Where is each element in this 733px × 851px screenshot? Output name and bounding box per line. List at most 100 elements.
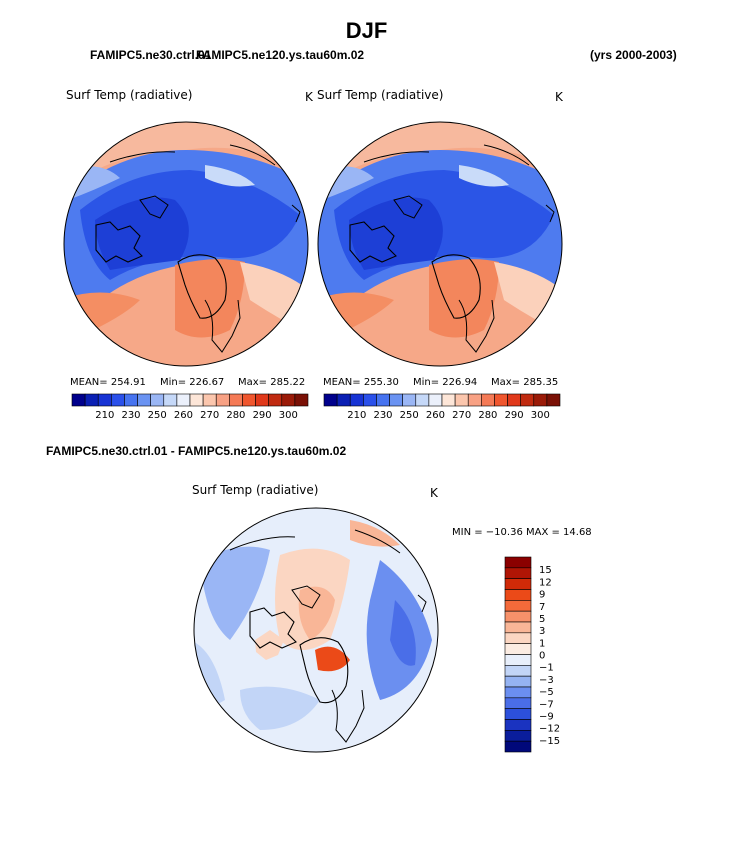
panel2-colorbar-swatch xyxy=(349,393,364,407)
panel1-colorbar-tick-label: 210 xyxy=(95,410,114,421)
panel2-colorbar-tick-label: 250 xyxy=(400,410,419,421)
difference-colorbar-tick-label: 9 xyxy=(539,590,545,601)
panel2-colorbar-swatch xyxy=(336,393,351,407)
panel1-colorbar-swatch xyxy=(71,393,86,407)
difference-polar-map xyxy=(194,508,438,752)
panel1-colorbar-swatch xyxy=(215,393,230,407)
difference-colorbar-tick-label: −3 xyxy=(539,675,554,686)
years-label: (yrs 2000-2003) xyxy=(590,48,677,62)
panel2-colorbar-tick-label: 280 xyxy=(478,410,497,421)
panel2-min: Min= 226.94 xyxy=(413,377,478,388)
panel2-colorbar-tick-label: 210 xyxy=(347,410,366,421)
difference-colorbar-tick-label: −7 xyxy=(539,699,554,710)
panel2-colorbar-swatch xyxy=(428,393,443,407)
difference-colorbar-tick-label: 1 xyxy=(539,638,545,649)
difference-colorbar-swatch xyxy=(504,686,532,699)
panel2-colorbar-swatch xyxy=(415,393,430,407)
difference-colorbar-swatch xyxy=(504,730,532,742)
panel1-colorbar-swatch xyxy=(124,393,138,407)
panel1-colorbar-tick-label: 290 xyxy=(253,410,272,421)
panel1-colorbar-swatch xyxy=(268,393,283,407)
difference-colorbar-tick-label: 15 xyxy=(539,565,552,576)
panel1-colorbar-swatch xyxy=(150,393,165,407)
panel1-colorbar-swatch xyxy=(229,393,243,407)
panel1-colorbar-tick-label: 270 xyxy=(200,410,219,421)
difference-colorbar-swatch xyxy=(504,675,532,688)
difference-colorbar-tick-label: 3 xyxy=(539,626,545,637)
panel2-colorbar-swatch xyxy=(546,393,561,407)
difference-colorbar-swatch xyxy=(504,578,532,590)
panel2-colorbar-tick-label: 230 xyxy=(373,410,392,421)
difference-colorbar-swatch xyxy=(504,643,532,655)
difference-colorbar-swatch xyxy=(504,654,532,666)
panel2-colorbar-swatch xyxy=(454,393,469,407)
panel2-mean: MEAN= 255.30 xyxy=(323,377,399,388)
panel2-colorbar-swatch xyxy=(520,393,535,407)
panel1-colorbar-tick-label: 280 xyxy=(226,410,245,421)
difference-colorbar-tick-label: −9 xyxy=(539,711,554,722)
panel2-colorbar-swatch xyxy=(323,393,338,407)
panel2-colorbar-swatch xyxy=(467,393,482,407)
difference-minmax: MIN = −10.36 MAX = 14.68 xyxy=(452,527,592,538)
difference-colorbar-swatch xyxy=(504,600,532,612)
panel1-units: K xyxy=(305,90,313,104)
case-a-title: FAMIPC5.ne30.ctrl.01 xyxy=(90,48,212,62)
panel2-colorbar-swatch xyxy=(533,393,548,407)
panel2-colorbar-swatch xyxy=(494,393,508,407)
difference-colorbar-swatch xyxy=(504,719,532,731)
difference-colorbar-tick-label: −15 xyxy=(539,736,560,747)
panel1-colorbar-swatch xyxy=(111,393,125,407)
difference-title: FAMIPC5.ne30.ctrl.01 - FAMIPC5.ne120.ys.… xyxy=(46,444,347,458)
difference-colorbar-swatch xyxy=(504,697,532,709)
panel1-colorbar: 210 230 250 260 270 280 290 300 xyxy=(71,393,309,421)
panel2-colorbar-swatch xyxy=(376,393,390,407)
case-b-title: FAMIPC5.ne120.ys.tau60m.02 xyxy=(196,48,365,62)
panel2-units: K xyxy=(555,90,563,104)
difference-colorbar-tick-label: −5 xyxy=(539,687,554,698)
panel2-colorbar-tick-label: 300 xyxy=(531,410,550,421)
difference-variable: Surf Temp (radiative) xyxy=(192,483,319,497)
difference-colorbar-swatch xyxy=(504,740,532,753)
panel1-colorbar-swatch xyxy=(163,393,178,407)
panel2-colorbar-tick-label: 260 xyxy=(426,410,445,421)
difference-map-border xyxy=(193,507,439,753)
panel1-max: Max= 285.22 xyxy=(238,377,306,388)
panel1-min: Min= 226.67 xyxy=(160,377,225,388)
panel2-colorbar-tick-label: 290 xyxy=(505,410,524,421)
panel2-colorbar-tick-label: 270 xyxy=(452,410,471,421)
panel2-variable: Surf Temp (radiative) xyxy=(317,88,444,102)
season-title: DJF xyxy=(345,18,388,43)
panel1-colorbar-swatch xyxy=(242,393,256,407)
difference-colorbar-swatch xyxy=(504,567,532,579)
panel2-max: Max= 285.35 xyxy=(491,377,559,388)
panel1-colorbar-swatch xyxy=(281,393,296,407)
panel1-colorbar-swatch xyxy=(137,393,151,407)
panel2-colorbar-swatch xyxy=(507,393,521,407)
panel2-colorbar-swatch xyxy=(389,393,403,407)
difference-colorbar-swatch xyxy=(504,556,532,569)
panel2-colorbar-swatch xyxy=(363,393,377,407)
difference-colorbar-tick-label: 5 xyxy=(539,614,545,625)
panel1-colorbar-swatch xyxy=(176,393,191,407)
panel1-mean: MEAN= 254.91 xyxy=(70,377,146,388)
difference-colorbar-swatch xyxy=(504,665,532,677)
panel2-colorbar-swatch xyxy=(481,393,495,407)
difference-colorbar-swatch xyxy=(504,610,532,623)
difference-colorbar-tick-label: −12 xyxy=(539,724,560,735)
panel1-colorbar-tick-label: 300 xyxy=(279,410,298,421)
panel1-variable: Surf Temp (radiative) xyxy=(66,88,193,102)
panel2-colorbar-swatch xyxy=(441,393,456,407)
panel1-map-border xyxy=(63,121,309,367)
difference-colorbar-swatch xyxy=(504,589,532,601)
panel1-colorbar-swatch xyxy=(84,393,99,407)
difference-colorbar-tick-label: 0 xyxy=(539,651,545,662)
panel2-colorbar: 210 230 250 260 270 280 290 300 xyxy=(323,393,561,421)
panel1-colorbar-swatch xyxy=(294,393,309,407)
panel1-colorbar-tick-label: 230 xyxy=(121,410,140,421)
panel2-map-border xyxy=(317,121,563,367)
panel1-colorbar-swatch xyxy=(189,393,204,407)
panel1-colorbar-tick-label: 250 xyxy=(148,410,167,421)
difference-colorbar-tick-label: −1 xyxy=(539,663,554,674)
